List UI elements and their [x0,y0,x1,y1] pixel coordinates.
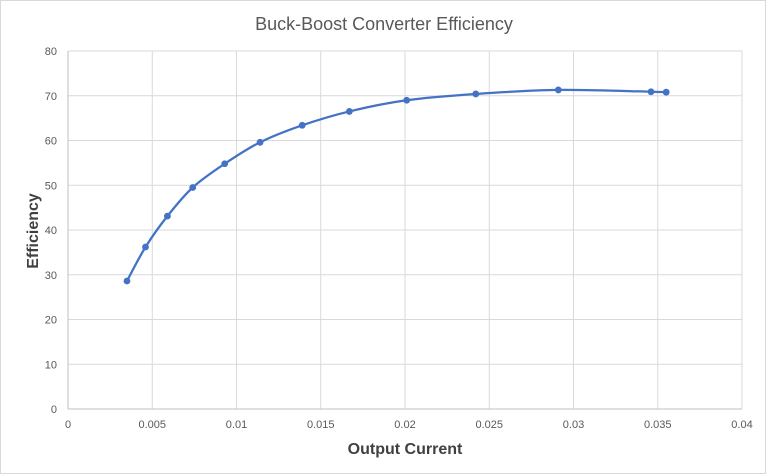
gridlines [68,50,743,409]
tick-labels: 0 0.005 0.01 0.015 0.02 0.025 0.03 0.035 0.04 0 10… [45,46,753,431]
x-tick-label: 0.01 [226,419,247,431]
y-tick-label: 70 [45,91,57,103]
data-point [221,160,229,168]
data-point [647,88,655,96]
data-point [123,277,131,285]
x-tick-label: 0.035 [644,419,672,431]
y-tick-label: 50 [45,180,57,192]
y-tick-label: 0 [51,404,57,416]
data-point [554,86,562,94]
y-tick-label: 10 [45,359,57,371]
y-tick-label: 40 [45,225,57,237]
data-point [142,243,149,251]
y-tick-label: 20 [45,315,57,327]
x-tick-label: 0.015 [307,419,335,431]
data-point [472,90,480,98]
data-point [345,108,353,115]
series [123,86,670,285]
data-point [189,184,197,191]
data-point [662,88,670,96]
x-tick-label: 0.02 [394,419,415,431]
chart-title: Buck-Boost Converter Efficiency [255,14,513,34]
x-tick-label: 0.03 [563,419,584,431]
axes [67,51,742,410]
data-point [403,96,411,104]
y-tick-label: 60 [45,136,57,148]
x-tick-label: 0.04 [731,419,752,431]
x-axis-label: Output Current [348,441,463,458]
x-tick-label: 0.005 [138,419,166,431]
data-point [256,138,264,146]
y-tick-label: 80 [45,46,57,58]
y-tick-label: 30 [45,270,57,282]
x-tick-label: 0.025 [475,419,503,431]
x-tick-label: 0 [65,419,71,431]
y-axis-label: Efficiency [25,193,42,269]
data-point [164,212,171,220]
data-point [298,121,306,129]
